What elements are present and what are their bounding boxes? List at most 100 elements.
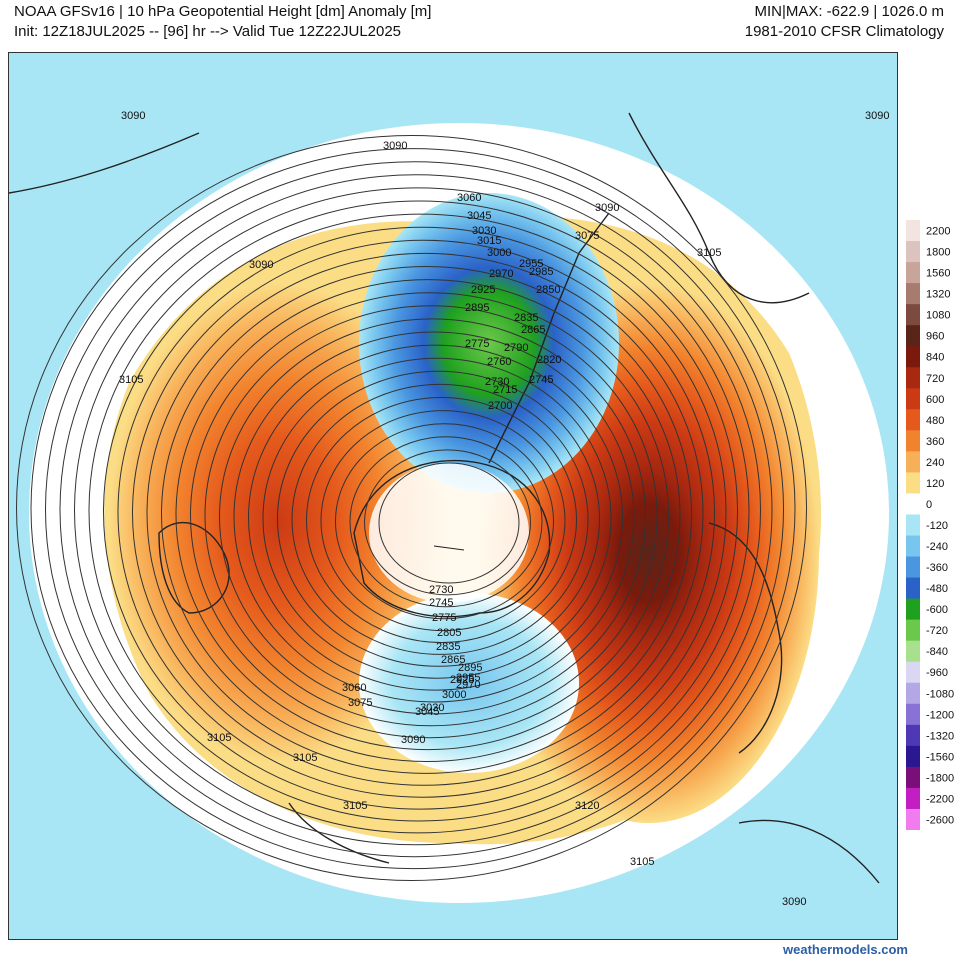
contour-label: 2895 (465, 302, 489, 314)
height-contour (88, 200, 750, 822)
contour-label: 2700 (488, 400, 512, 412)
scale-swatch (906, 241, 920, 263)
contour-label: 3060 (457, 192, 481, 204)
contour-label: 3090 (121, 110, 145, 122)
scale-label: -480 (926, 583, 948, 595)
south-cold-anomaly (359, 593, 579, 773)
height-contour (175, 279, 681, 751)
scale-label: -120 (926, 520, 948, 532)
contour-label: 3090 (383, 140, 407, 152)
contour-label: 2925 (471, 284, 495, 296)
color-scale: 2200 1800 1560 1320 1080 960 840 720 600 480 360 24… (906, 220, 954, 830)
contour-label: 3090 (865, 110, 889, 122)
contour-label: 3105 (630, 856, 654, 868)
contour-label: 3015 (477, 235, 501, 247)
contour-label: 2715 (493, 384, 517, 396)
scale-swatch (906, 787, 920, 810)
scale-label: -2200 (926, 793, 954, 805)
scale-swatch (906, 598, 920, 621)
scale-label: 1080 (926, 310, 950, 322)
contour-label: 2835 (436, 641, 460, 653)
contour-label-layer: 3090309030603045303030153000298529702955… (119, 110, 889, 908)
height-contour (320, 410, 566, 632)
contour-label: 3105 (119, 374, 143, 386)
contour-label: 2790 (504, 342, 528, 354)
scale-label: -1320 (926, 730, 954, 742)
height-contour (117, 226, 727, 798)
contour-label: 2850 (536, 284, 560, 296)
contour-label: 3030 (472, 225, 496, 237)
height-contour (59, 174, 773, 846)
scale-label: -720 (926, 625, 948, 637)
height-contour (45, 161, 784, 858)
lower-right-land-outline (738, 819, 880, 884)
contour-label: 3030 (420, 702, 444, 714)
pole-marker (433, 545, 465, 551)
height-contour (146, 252, 704, 774)
scale-swatch (906, 493, 920, 515)
contour-label: 3105 (293, 752, 317, 764)
contour-label: 3105 (207, 732, 231, 744)
australia-coast-outline (708, 522, 783, 754)
scale-label: -360 (926, 562, 948, 574)
scale-label: -2600 (926, 814, 954, 826)
scale-label: 2200 (926, 226, 950, 238)
contour-label: 2925 (450, 674, 474, 686)
scale-swatch (906, 703, 920, 726)
scale-swatch (906, 556, 920, 579)
stats-block: MIN|MAX: -622.9 | 1026.0 m 1981-2010 CFS… (745, 2, 944, 42)
height-contour (132, 239, 715, 786)
contour-label: 2865 (441, 654, 465, 666)
contour-label: 2835 (514, 312, 538, 324)
scale-swatch (906, 682, 920, 705)
scale-label: -240 (926, 541, 948, 553)
scale-swatch (906, 472, 920, 494)
height-contour (30, 148, 796, 870)
contour-label: 2730 (429, 584, 453, 596)
title-block: NOAA GFSv16 | 10 hPa Geopotential Height… (14, 2, 431, 42)
init-valid-time: Init: 12Z18JUL2025 -- [96] hr --> Valid … (14, 23, 402, 40)
height-contours (16, 135, 807, 881)
contour-label: 2745 (429, 597, 453, 609)
min-max-readout: MIN|MAX: -622.9 | 1026.0 m (754, 3, 944, 20)
scale-swatch (906, 367, 920, 389)
height-contour (349, 436, 543, 608)
scale-swatch (906, 283, 920, 305)
scale-swatch (906, 346, 920, 368)
scale-label: 960 (926, 331, 944, 343)
height-contour (248, 344, 623, 691)
height-contour (103, 213, 738, 810)
scale-swatch (906, 409, 920, 431)
scale-label: 1320 (926, 289, 950, 301)
map-header: NOAA GFSv16 | 10 hPa Geopotential Height… (0, 0, 960, 50)
height-contour (190, 292, 669, 739)
contour-label: 3120 (575, 800, 599, 812)
scale-label: -840 (926, 646, 948, 658)
peninsula-outline (488, 212, 610, 464)
contour-label: 2970 (456, 679, 480, 691)
contour-label: 2895 (458, 662, 482, 674)
contour-label: 2865 (521, 324, 545, 336)
height-contour (306, 397, 577, 643)
map-title: NOAA GFSv16 | 10 hPa Geopotential Height… (14, 3, 432, 20)
contour-label: 3105 (697, 247, 721, 259)
scale-label: 600 (926, 394, 944, 406)
contour-label: 3060 (342, 682, 366, 694)
contour-label: 3045 (467, 210, 491, 222)
contour-label: 2775 (432, 612, 456, 624)
scale-label: 0 (926, 499, 932, 511)
contour-label: 3075 (348, 697, 372, 709)
scale-label: -1800 (926, 772, 954, 784)
height-contour (277, 370, 600, 667)
scale-swatch (906, 661, 920, 684)
pole-area (369, 463, 529, 603)
scale-swatch (906, 451, 920, 473)
height-contour (262, 357, 612, 679)
antarctica-outline (353, 459, 551, 618)
height-contour (378, 462, 520, 584)
land-outlines (9, 112, 880, 884)
contour-label: 3090 (249, 259, 273, 271)
scale-label: -600 (926, 604, 948, 616)
color-scale-legend: 2200 1800 1560 1320 1080 960 840 720 600 480 360 24… (906, 220, 960, 830)
height-contour (335, 423, 554, 620)
